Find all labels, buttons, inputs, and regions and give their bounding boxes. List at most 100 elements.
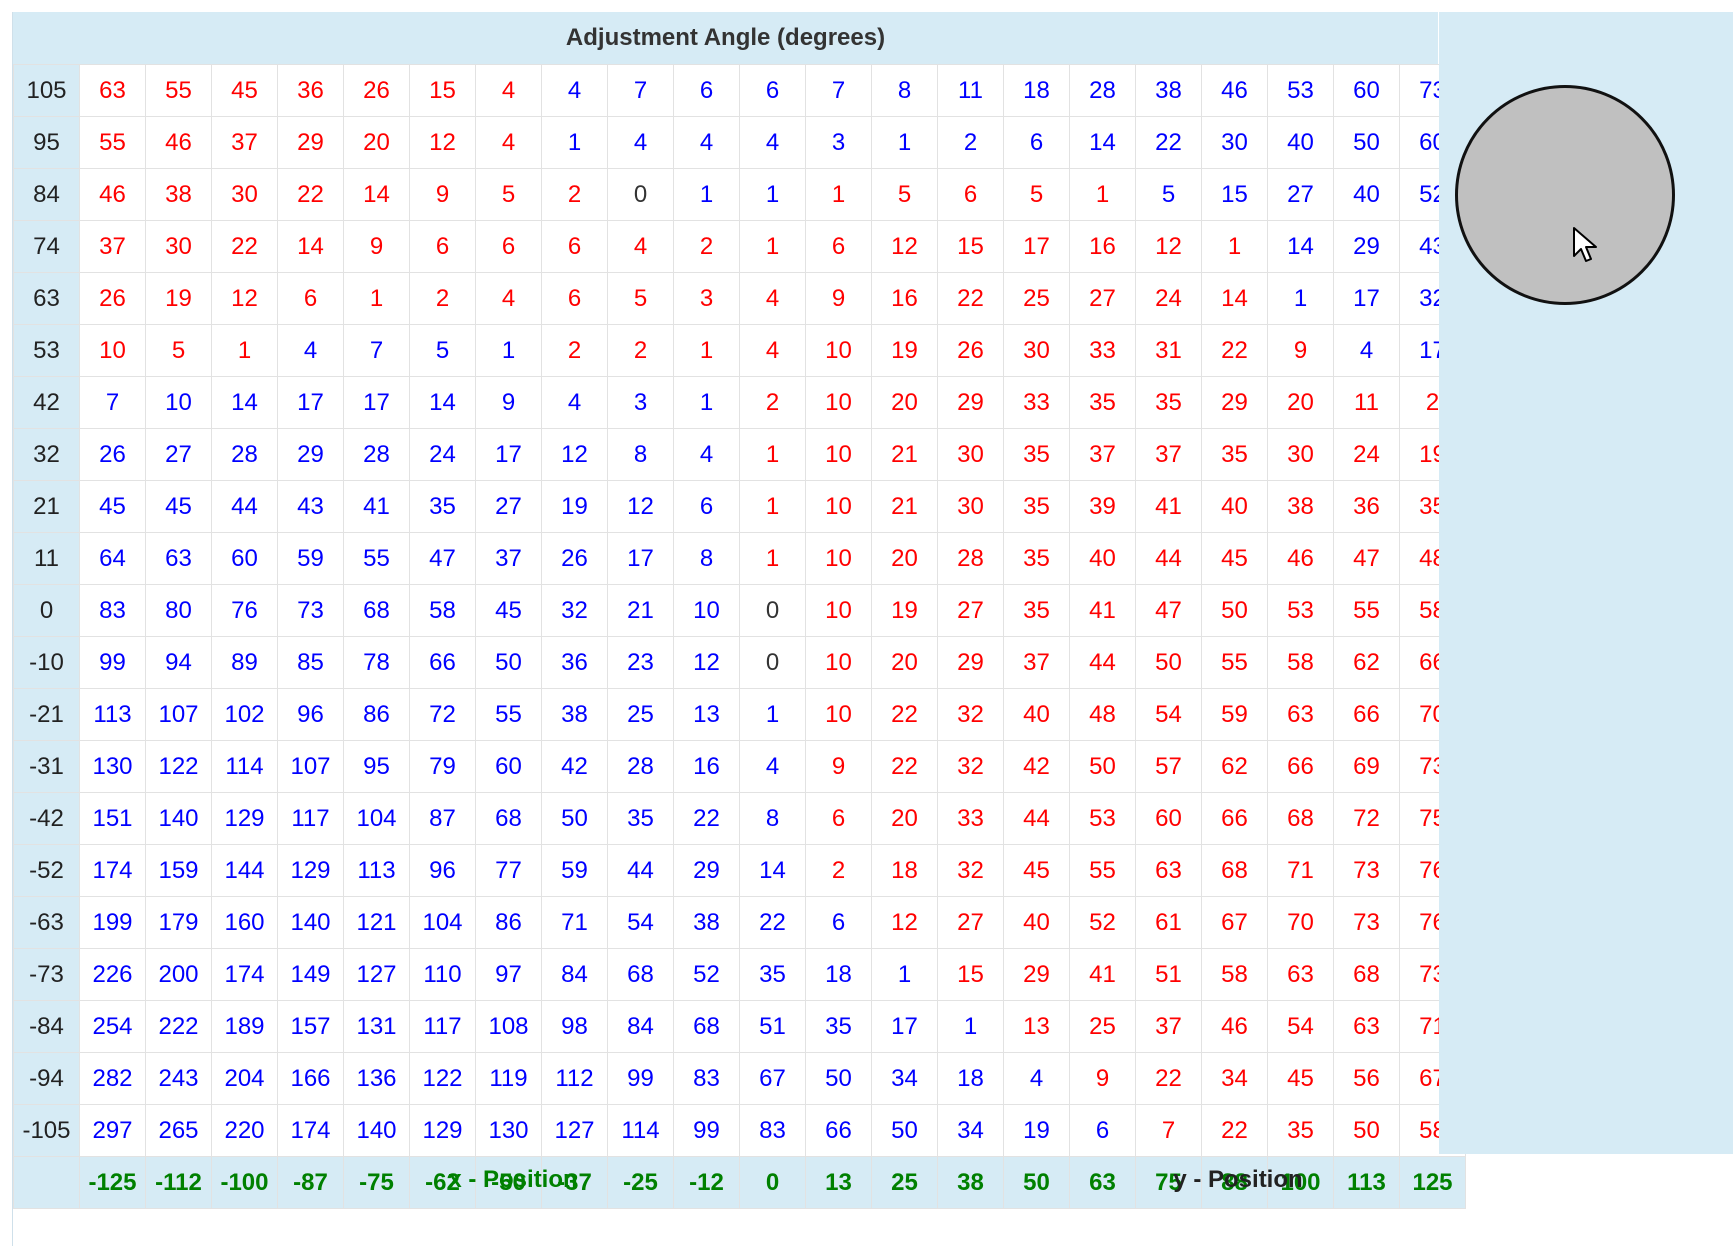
x-label-cell: 25	[871, 1156, 938, 1209]
x-label-cell: 13	[805, 1156, 872, 1209]
angle-cell: 9	[1267, 324, 1334, 377]
angle-cell: 16	[673, 740, 740, 793]
x-label-cell: -125	[79, 1156, 146, 1209]
angle-cell: 47	[409, 532, 476, 585]
angle-cell: 220	[211, 1104, 278, 1157]
angle-cell: 9	[343, 220, 410, 273]
angle-cell: 24	[409, 428, 476, 481]
angle-cell: 22	[1201, 1104, 1268, 1157]
angle-cell: 10	[805, 532, 872, 585]
angle-cell: 174	[211, 948, 278, 1001]
angle-cell: 1	[739, 480, 806, 533]
angle-cell: 66	[1267, 740, 1334, 793]
angle-cell: 102	[211, 688, 278, 741]
angle-cell: 58	[409, 584, 476, 637]
angle-cell: 140	[145, 792, 212, 845]
angle-cell: 73	[277, 584, 344, 637]
y-label-cell: -21	[13, 688, 80, 741]
angle-cell: 4	[541, 64, 608, 117]
angle-cell: 25	[607, 688, 674, 741]
angle-cell: 157	[277, 1000, 344, 1053]
mouse-cursor-icon	[1573, 227, 1597, 262]
angle-cell: 29	[1201, 376, 1268, 429]
table-row: -52 174 159 144 129 113 96 77 59 44 29 14 2 18 32 45 55 6…	[13, 844, 1466, 897]
angle-cell: 27	[937, 896, 1004, 949]
angle-cell: 17	[1003, 220, 1070, 273]
angle-cell: 2	[541, 168, 608, 221]
angle-cell: 17	[1333, 272, 1400, 325]
angle-cell: 86	[343, 688, 410, 741]
angle-cell: 10	[805, 688, 872, 741]
y-label-cell: -73	[13, 948, 80, 1001]
angle-cell: 73	[1333, 844, 1400, 897]
angle-cell: 5	[409, 324, 476, 377]
angle-cell: 4	[673, 116, 740, 169]
angle-cell: 37	[1135, 1000, 1202, 1053]
angle-cell: 159	[145, 844, 212, 897]
angle-cell: 5	[475, 168, 542, 221]
angle-cell: 35	[1003, 480, 1070, 533]
angle-cell: 46	[145, 116, 212, 169]
angle-cell: 21	[871, 480, 938, 533]
angle-cell: 14	[409, 376, 476, 429]
angle-cell: 10	[805, 584, 872, 637]
angle-cell: 26	[343, 64, 410, 117]
angle-cell: 35	[1003, 584, 1070, 637]
angle-cell: 45	[475, 584, 542, 637]
x-label-cell: -62	[409, 1156, 476, 1209]
angle-cell: 18	[1003, 64, 1070, 117]
angle-cell: 19	[871, 584, 938, 637]
angle-cell: 28	[211, 428, 278, 481]
angle-cell: 34	[1201, 1052, 1268, 1105]
angle-cell: 10	[805, 324, 872, 377]
angle-cell: 15	[937, 220, 1004, 273]
angle-cell: 6	[805, 896, 872, 949]
angle-cell: 67	[739, 1052, 806, 1105]
position-control-knob[interactable]	[1455, 85, 1675, 305]
angle-cell: 60	[1135, 792, 1202, 845]
angle-cell: 27	[1069, 272, 1136, 325]
y-label-cell: -52	[13, 844, 80, 897]
angle-cell: 12	[1135, 220, 1202, 273]
angle-cell: 22	[937, 272, 1004, 325]
angle-cell: 45	[145, 480, 212, 533]
angle-cell: 33	[1003, 376, 1070, 429]
angle-cell: 54	[1267, 1000, 1334, 1053]
angle-cell: 112	[541, 1052, 608, 1105]
angle-cell: 18	[805, 948, 872, 1001]
angle-cell: 8	[607, 428, 674, 481]
angle-cell: 83	[673, 1052, 740, 1105]
angle-cell: 30	[937, 428, 1004, 481]
angle-cell: 45	[1267, 1052, 1334, 1105]
angle-cell: 8	[871, 64, 938, 117]
angle-cell: 1	[211, 324, 278, 377]
y-label-cell: 0	[13, 584, 80, 637]
x-label-cell: 63	[1069, 1156, 1136, 1209]
angle-cell: 53	[1267, 584, 1334, 637]
angle-cell: 136	[343, 1052, 410, 1105]
angle-cell: 35	[1201, 428, 1268, 481]
angle-cell: 107	[145, 688, 212, 741]
angle-cell: 68	[343, 584, 410, 637]
y-label-cell: 74	[13, 220, 80, 273]
angle-cell: 34	[871, 1052, 938, 1105]
angle-cell: 35	[607, 792, 674, 845]
angle-cell: 50	[805, 1052, 872, 1105]
angle-cell: 4	[739, 740, 806, 793]
angle-cell: 107	[277, 740, 344, 793]
angle-cell: 42	[541, 740, 608, 793]
x-label-cell: 50	[1003, 1156, 1070, 1209]
angle-cell: 94	[145, 636, 212, 689]
angle-cell: 0	[739, 584, 806, 637]
angle-cell: 26	[79, 428, 146, 481]
angle-cell: 10	[805, 480, 872, 533]
angle-cell: 12	[409, 116, 476, 169]
angle-cell: 15	[409, 64, 476, 117]
x-label-cell: -37	[541, 1156, 608, 1209]
angle-cell: 29	[277, 116, 344, 169]
angle-cell: 5	[871, 168, 938, 221]
angle-cell: 108	[475, 1000, 542, 1053]
x-label-cell: 88	[1201, 1156, 1268, 1209]
angle-cell: 55	[475, 688, 542, 741]
angle-cell: 22	[673, 792, 740, 845]
